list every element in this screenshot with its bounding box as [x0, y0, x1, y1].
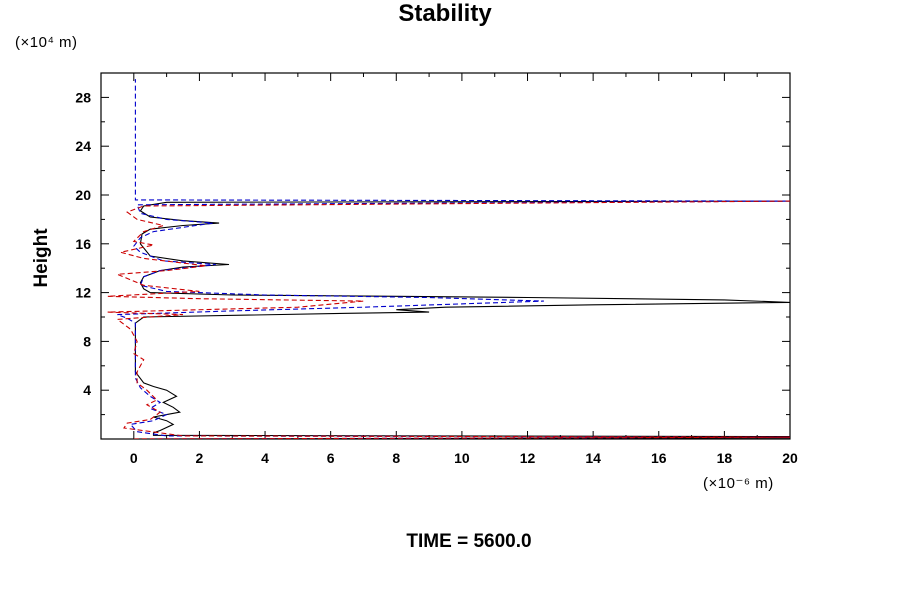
x-tick-label: 0	[130, 450, 138, 466]
y-tick-label: 12	[75, 285, 91, 301]
x-tick-label: 6	[327, 450, 335, 466]
series-line-1	[134, 200, 790, 439]
x-tick-label: 16	[651, 450, 667, 466]
y-axis-unit: (×10⁴ m)	[15, 34, 78, 51]
x-tick-label: 14	[585, 450, 601, 466]
x-tick-label: 18	[717, 450, 733, 466]
x-tick-label: 12	[520, 450, 536, 466]
x-tick-label: 8	[392, 450, 400, 466]
x-axis-unit: (×10⁻⁶ m)	[703, 475, 774, 492]
y-tick-label: 28	[75, 89, 91, 105]
y-tick-label: 24	[75, 138, 91, 154]
x-tick-label: 10	[454, 450, 470, 466]
series-layer	[107, 79, 790, 439]
time-label: TIME = 5600.0	[406, 531, 532, 552]
chart-title: Stability	[398, 0, 492, 27]
y-tick-label: 4	[83, 382, 91, 398]
series-line-2	[117, 79, 790, 439]
y-tick-label: 16	[75, 236, 91, 252]
y-tick-label: 20	[75, 187, 91, 203]
x-tick-label: 2	[196, 450, 204, 466]
series-line-3	[107, 200, 790, 439]
x-tick-label: 4	[261, 450, 269, 466]
x-tick-label: 20	[782, 450, 798, 466]
y-tick-label: 8	[83, 333, 91, 349]
plot-frame	[100, 72, 791, 440]
